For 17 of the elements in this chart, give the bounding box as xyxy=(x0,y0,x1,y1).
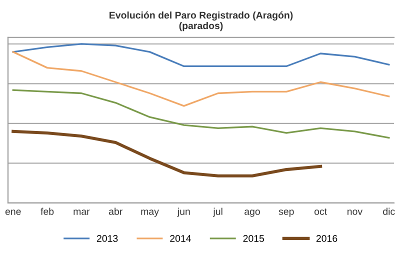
legend-label: 2014 xyxy=(170,235,191,242)
x-tick-label: feb xyxy=(40,208,54,215)
x-tick-label: mar xyxy=(74,210,90,215)
x-tick-label: ago xyxy=(244,210,260,217)
x-tick-label: abr xyxy=(108,208,122,215)
x-tick-label: jul xyxy=(212,208,222,217)
x-tick-label: ene xyxy=(5,210,21,215)
legend-label: 2013 xyxy=(96,235,118,242)
legend-label: 2015 xyxy=(243,235,264,242)
x-tick-label: oct xyxy=(314,208,327,215)
x-tick-label: may xyxy=(141,210,159,217)
chart-title: Evolución del Paro Registrado (Aragón) (parados) xyxy=(110,11,293,32)
x-tick-label: sep xyxy=(278,210,294,217)
x-tick-label: nov xyxy=(348,210,363,215)
x-tick-label: dic xyxy=(383,208,395,215)
x-tick-label: jun xyxy=(177,208,190,217)
legend-label: 2016 xyxy=(316,235,338,242)
